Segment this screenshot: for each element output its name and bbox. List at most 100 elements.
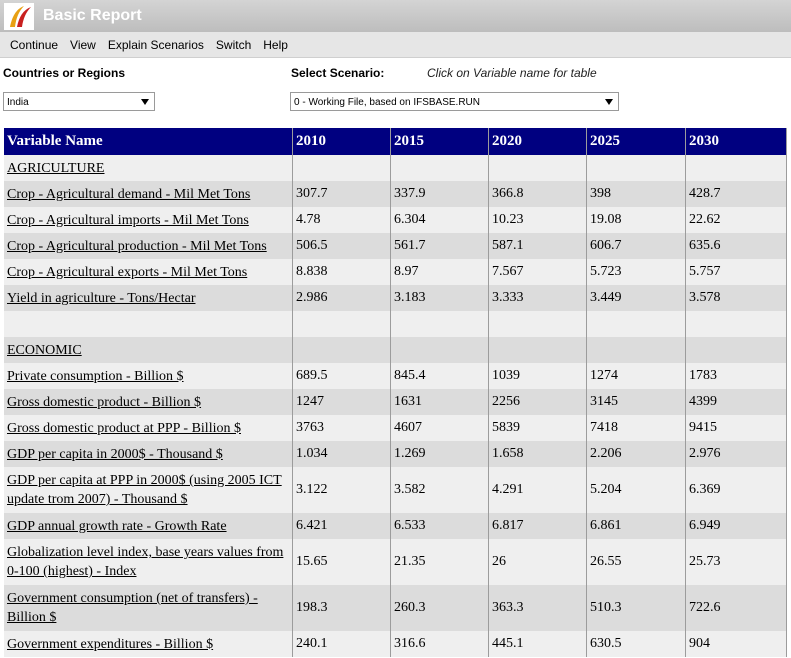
value-cell: 1631 <box>390 389 489 415</box>
dropdown-arrow <box>141 99 149 105</box>
value-cell: 4399 <box>685 389 787 415</box>
menu-item[interactable]: Switch <box>215 37 252 52</box>
header-row: Variable Name 2010 2015 2020 2025 2030 <box>3 128 787 155</box>
menu-item[interactable]: Help <box>263 37 288 52</box>
variable-name-link[interactable]: Private consumption - Billion $ <box>3 363 293 389</box>
value-cell: 506.5 <box>292 233 391 259</box>
scenario-value: 0 - Working File, based on IFSBASE.RUN <box>294 97 480 108</box>
table-row: Crop - Agricultural production - Mil Met… <box>3 233 787 259</box>
variable-name-link[interactable]: Yield in agriculture - Tons/Hectar <box>3 285 293 311</box>
value-cell: 198.3 <box>292 585 391 631</box>
variable-name-link[interactable]: Government consumption (net of transfers… <box>3 585 293 631</box>
menu-item[interactable]: Explain Scenarios <box>107 37 204 52</box>
variable-name-link[interactable]: Government expenditures - Billion $ <box>3 631 293 657</box>
value-cell: 10.23 <box>488 207 587 233</box>
table-row: Crop - Agricultural exports - Mil Met To… <box>3 259 787 285</box>
value-cell: 26.55 <box>586 539 686 585</box>
value-cell: 845.4 <box>390 363 489 389</box>
column-header: 2015 <box>390 128 489 155</box>
data-table: Variable Name 2010 2015 2020 2025 2030 AGRICU… <box>3 128 787 657</box>
value-cell: 307.7 <box>292 181 391 207</box>
variable-name-link[interactable]: GDP annual growth rate - Growth Rate <box>3 513 293 539</box>
value-cell: 3.578 <box>685 285 787 311</box>
variable-name-link[interactable]: Gross domestic product at PPP - Billion … <box>3 415 293 441</box>
variable-name-link[interactable]: Crop - Agricultural imports - Mil Met To… <box>3 207 293 233</box>
table-row: AGRICULTURE <box>3 155 787 181</box>
menu-item[interactable]: Continue <box>10 37 59 52</box>
value-cell: 363.3 <box>488 585 587 631</box>
value-cell: 5.757 <box>685 259 787 285</box>
value-cell: 4.78 <box>292 207 391 233</box>
value-cell: 3.333 <box>488 285 587 311</box>
variable-name-link[interactable]: Crop - Agricultural demand - Mil Met Ton… <box>3 181 293 207</box>
value-cell: 19.08 <box>586 207 686 233</box>
value-cell: 2256 <box>488 389 587 415</box>
column-header: 2020 <box>488 128 587 155</box>
table-row: Government consumption (net of transfers… <box>3 585 787 631</box>
table-row: Crop - Agricultural imports - Mil Met To… <box>3 207 787 233</box>
value-cell: 1.034 <box>292 441 391 467</box>
app-icon <box>4 3 34 30</box>
section-title: ECONOMIC <box>3 337 293 363</box>
empty-cell <box>390 155 489 181</box>
value-cell: 689.5 <box>292 363 391 389</box>
value-cell: 587.1 <box>488 233 587 259</box>
value-cell: 9415 <box>685 415 787 441</box>
empty-cell <box>685 155 787 181</box>
empty-cell <box>586 311 686 337</box>
column-header: 2025 <box>586 128 686 155</box>
variable-name-link[interactable]: Globalization level index, base years va… <box>3 539 293 585</box>
menu-bar: Continue View Explain Scenarios Switch Help <box>0 32 791 58</box>
value-cell: 1039 <box>488 363 587 389</box>
value-cell: 366.8 <box>488 181 587 207</box>
value-cell: 5839 <box>488 415 587 441</box>
empty-cell <box>292 337 391 363</box>
empty-cell <box>586 155 686 181</box>
table-row: GDP per capita in 2000$ - Thousand $1.03… <box>3 441 787 467</box>
value-cell: 904 <box>685 631 787 657</box>
value-cell: 21.35 <box>390 539 489 585</box>
scenario-label: Select Scenario: <box>291 66 385 80</box>
value-cell: 6.421 <box>292 513 391 539</box>
value-cell: 6.817 <box>488 513 587 539</box>
value-cell: 25.73 <box>685 539 787 585</box>
value-cell: 6.949 <box>685 513 787 539</box>
value-cell: 4.291 <box>488 467 587 513</box>
value-cell: 445.1 <box>488 631 587 657</box>
region-select[interactable]: India <box>3 92 155 111</box>
value-cell: 337.9 <box>390 181 489 207</box>
value-cell: 606.7 <box>586 233 686 259</box>
table-row: Globalization level index, base years va… <box>3 539 787 585</box>
table-row: GDP annual growth rate - Growth Rate 6.42… <box>3 513 787 539</box>
empty-cell <box>292 155 391 181</box>
value-cell: 316.6 <box>390 631 489 657</box>
value-cell: 2.976 <box>685 441 787 467</box>
empty-cell <box>488 311 587 337</box>
hint-text: Click on Variable name for table <box>427 66 597 80</box>
value-cell: 428.7 <box>685 181 787 207</box>
value-cell: 3.582 <box>390 467 489 513</box>
value-cell: 3.122 <box>292 467 391 513</box>
value-cell: 722.6 <box>685 585 787 631</box>
variable-name-link[interactable]: GDP per capita at PPP in 2000$ (using 20… <box>3 467 293 513</box>
value-cell: 510.3 <box>586 585 686 631</box>
table-row: Yield in agriculture - Tons/Hectar 2.986 3… <box>3 285 787 311</box>
variable-name-link[interactable]: Crop - Agricultural production - Mil Met… <box>3 233 293 259</box>
table-row: ECONOMIC <box>3 337 787 363</box>
scenario-select[interactable]: 0 - Working File, based on IFSBASE.RUN <box>290 92 619 111</box>
empty-cell <box>685 337 787 363</box>
value-cell: 6.533 <box>390 513 489 539</box>
variable-name-link[interactable]: Crop - Agricultural exports - Mil Met To… <box>3 259 293 285</box>
region-label: Countries or Regions <box>3 66 126 80</box>
variable-name-link[interactable]: Gross domestic product - Billion $ <box>3 389 293 415</box>
variable-name-link[interactable]: GDP per capita in 2000$ - Thousand $ <box>3 441 293 467</box>
value-cell: 6.369 <box>685 467 787 513</box>
value-cell: 4607 <box>390 415 489 441</box>
value-cell: 22.62 <box>685 207 787 233</box>
empty-cell <box>390 311 489 337</box>
title-bar: Basic Report <box>0 0 791 32</box>
value-cell: 1.269 <box>390 441 489 467</box>
empty-cell <box>586 337 686 363</box>
menu-item[interactable]: View <box>70 37 96 52</box>
